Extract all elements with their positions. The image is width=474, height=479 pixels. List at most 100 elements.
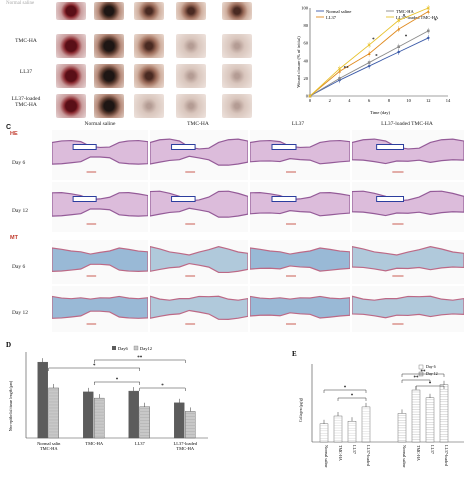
x-tick-label: LL37-loaded: [366, 445, 371, 466]
histology-section: [52, 130, 148, 180]
histology-section: [250, 240, 350, 284]
wound-photo: [222, 2, 252, 20]
x-axis-label: Time (day): [370, 110, 390, 115]
legend-day6: Day 6: [426, 364, 436, 369]
bar-hatch: [348, 423, 356, 441]
y-tick-label: 80: [304, 23, 309, 28]
epithelial-gap-box: [72, 144, 97, 150]
y-tick-label: 60: [304, 41, 309, 46]
tissue-image: [352, 295, 464, 325]
tissue-band: [250, 295, 350, 319]
wound-photo: [176, 34, 206, 58]
axes: 0 2 4 6 8 10 12 14 0 20 40 60 80 100: [301, 6, 451, 104]
tissue-image: [150, 295, 248, 325]
wound-photo: [94, 94, 124, 118]
histology-section: [352, 182, 464, 232]
row-label-ll37: LL37: [19, 69, 33, 75]
panel-d-chart: D Neo-epithelial tissue length (μm) Day6…: [0, 338, 220, 474]
x-tick-label: LL37-loaded: [444, 445, 449, 466]
significance-bracket: *: [337, 394, 367, 401]
row-label-ll37-loaded-tmc-ha: LL37-loaded TMC-HA: [11, 96, 41, 108]
epithelial-gap-box: [271, 144, 297, 150]
panel-c-label: C: [6, 124, 12, 131]
tissue-band: [150, 190, 248, 218]
significance-bracket: **: [401, 370, 445, 377]
significance-marker: *: [344, 386, 347, 391]
tissue-image: [250, 247, 350, 277]
legend-normal-saline: Normal saline: [326, 9, 351, 14]
x-tick-label: Normal salin: [37, 441, 61, 446]
x-tick-label: Normal saline: [324, 445, 329, 468]
x-tick-label: LL37: [135, 441, 146, 446]
x-tick-label: 4: [348, 98, 351, 103]
tissue-band: [250, 192, 350, 217]
tissue-image: [352, 138, 464, 173]
histology-section: [250, 286, 350, 332]
wound-photo: [222, 94, 252, 118]
data-point: [308, 94, 312, 98]
wound-photo: [176, 2, 206, 20]
bar: [174, 402, 185, 439]
col-header-ll37: LL37: [291, 121, 305, 127]
significance-marker: *: [434, 19, 437, 24]
significance-bracket: *: [323, 386, 367, 393]
y-tick-label: 100: [301, 6, 309, 11]
tissue-band: [352, 190, 464, 217]
tissue-band: [250, 247, 350, 272]
panel-e-chart: E Collagen (μg/g) Day 6 Day 12 Normal sa…: [286, 346, 472, 474]
legend-ll37: LL37: [326, 15, 337, 20]
histology-section: [52, 182, 148, 232]
bar-hatch: [48, 389, 59, 439]
histology-section: [150, 182, 248, 232]
y-tick-label: 20: [304, 76, 309, 81]
legend-swatch: [112, 346, 116, 350]
tissue-image: [352, 246, 464, 277]
significance-bracket: *: [48, 364, 140, 371]
significance-marker: **: [344, 67, 350, 72]
x-tick-label: 0: [309, 98, 312, 103]
y-axis-label: Wound closure (% of initial): [296, 36, 301, 88]
significance-bracket: **: [94, 356, 186, 363]
x-tick-label: LL37: [352, 445, 357, 454]
histology-section: [352, 130, 464, 180]
tissue-image: [52, 247, 148, 277]
x-tick-label: 2: [329, 98, 331, 103]
series-line: [308, 8, 430, 98]
x-tick-label: 10: [406, 98, 411, 103]
legend-swatch: [418, 364, 424, 370]
tissue-band: [150, 295, 248, 320]
bar-hatch: [440, 386, 448, 442]
bar-hatch: [398, 415, 406, 441]
day-label-mt-day6: Day 6: [12, 264, 26, 270]
bar-hatch: [426, 399, 434, 440]
tissue-band: [150, 138, 248, 166]
legend-swatch: [133, 345, 139, 351]
legend-day12: Day12: [140, 346, 152, 351]
wound-photo: [94, 34, 124, 58]
bar-hatch: [362, 408, 370, 442]
tissue-band: [352, 246, 464, 272]
x-tick-label: LL37-loaded: [174, 441, 198, 446]
x-tick-label: TMC-HA: [338, 445, 343, 461]
col-header-ll37-loaded: LL37-loaded TMC-HA: [381, 121, 433, 127]
significance-marker: **: [421, 370, 427, 375]
epithelial-gap-box: [376, 144, 405, 150]
stain-label-he: HE: [10, 131, 18, 137]
wound-photo: [134, 64, 164, 88]
panel-b-chart: Wound closure (% of initial) Time (day) …: [286, 0, 458, 118]
bar: [128, 390, 139, 439]
legend-day6: Day6: [118, 346, 128, 351]
x-tick-label: 8: [388, 98, 391, 103]
significance-bracket: *: [415, 382, 445, 389]
tissue-band: [250, 139, 350, 165]
bar-hatch: [94, 399, 105, 437]
tissue-band: [352, 138, 464, 165]
bar-hatch: [320, 425, 328, 441]
bar: [83, 391, 94, 439]
chart-legend: Normal saline TMC-HA LL37 LL37-loaded TM…: [316, 9, 439, 20]
bar-hatch: [185, 413, 196, 438]
wound-photo: [56, 94, 86, 118]
x-tick-label: 6: [368, 98, 371, 103]
significance-marker: *: [372, 38, 375, 43]
histology-section: [150, 286, 248, 332]
